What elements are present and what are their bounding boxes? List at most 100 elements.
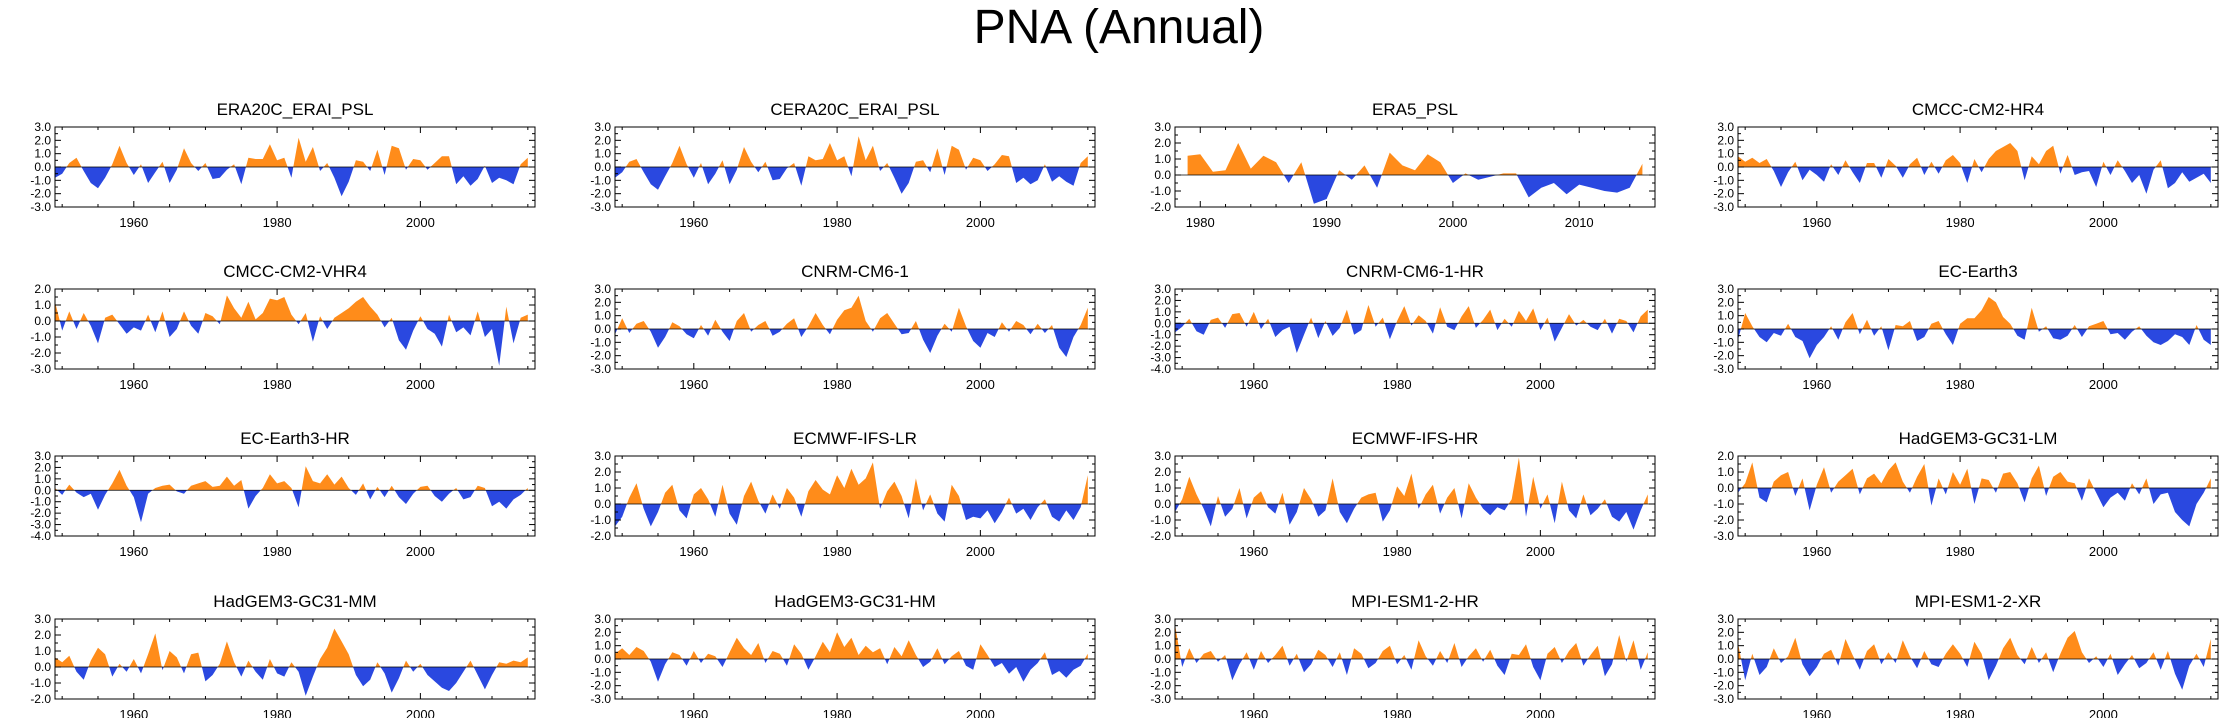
y-tick-label: -3.0 <box>30 362 51 376</box>
panel-12: HadGEM3-GC31-MM 3.0 2.0 1.0 0.0 -1.0 -2.0 1960 1… <box>30 592 536 718</box>
y-tick-label: 2.0 <box>1154 625 1171 639</box>
y-tick-label: -2.0 <box>1150 200 1171 214</box>
y-tick-label: -3.0 <box>1150 692 1171 706</box>
y-tick-label: 3.0 <box>594 282 611 296</box>
y-tick-label: -2.0 <box>590 187 611 201</box>
y-tick-label: -1.0 <box>1150 184 1171 198</box>
positive-anomaly-area <box>1738 462 2211 488</box>
x-tick-label: 2000 <box>2089 544 2118 559</box>
y-tick-label: -1.0 <box>1150 513 1171 527</box>
y-tick-label: 1.0 <box>34 298 51 312</box>
x-tick-label: 1980 <box>263 544 292 559</box>
x-tick-label: 2000 <box>1526 377 1555 392</box>
panel-title: ECMWF-IFS-HR <box>1352 429 1479 448</box>
y-tick-label: -1.0 <box>590 665 611 679</box>
x-tick-label: 1990 <box>1312 215 1341 230</box>
positive-anomaly-area <box>1738 631 2211 659</box>
y-tick-label: 3.0 <box>1154 612 1171 626</box>
y-tick-label: -1.0 <box>30 330 51 344</box>
y-tick-label: 2.0 <box>594 295 611 309</box>
x-tick-label: 1960 <box>1802 707 1831 718</box>
x-tick-label: 2000 <box>2089 377 2118 392</box>
y-tick-label: -2.0 <box>590 349 611 363</box>
y-tick-label: -2.0 <box>1713 513 1734 527</box>
panel-title: CNRM-CM6-1-HR <box>1346 262 1484 281</box>
y-tick-label: -1.0 <box>30 173 51 187</box>
y-tick-label: 1.0 <box>594 481 611 495</box>
y-tick-label: -1.0 <box>30 495 51 509</box>
y-tick-label: 1.0 <box>1154 481 1171 495</box>
panel-title: CERA20C_ERAI_PSL <box>770 100 939 119</box>
negative-anomaly-area <box>1187 175 1643 204</box>
x-tick-label: 2000 <box>2089 215 2118 230</box>
panel-11: HadGEM3-GC31-LM 2.0 1.0 0.0 -1.0 -2.0 -3.0 1960… <box>1713 429 2219 559</box>
y-tick-label: -3.0 <box>590 362 611 376</box>
positive-anomaly-area <box>55 295 528 321</box>
panel-3: CMCC-CM2-HR4 3.02.01.00.0-1.0-2.0-3.0 1960… <box>1713 100 2219 230</box>
x-tick-label: 1980 <box>823 544 852 559</box>
y-tick-label: 3.0 <box>1717 282 1734 296</box>
x-tick-label: 1980 <box>263 377 292 392</box>
y-tick-label: -1.0 <box>1713 335 1734 349</box>
x-tick-label: 1980 <box>1946 544 1975 559</box>
y-tick-label: 3.0 <box>1154 282 1171 296</box>
x-tick-label: 1960 <box>679 544 708 559</box>
y-tick-label: -1.0 <box>590 335 611 349</box>
y-tick-label: 3.0 <box>1717 120 1734 134</box>
panel-title: ECMWF-IFS-LR <box>793 429 917 448</box>
y-tick-label: -3.0 <box>30 518 51 532</box>
negative-anomaly-area <box>1175 659 1648 681</box>
x-tick-label: 1960 <box>1802 215 1831 230</box>
negative-anomaly-area <box>55 667 528 696</box>
x-tick-label: 1980 <box>1946 707 1975 718</box>
x-tick-label: 1980 <box>263 707 292 718</box>
y-tick-label: 1.0 <box>1717 147 1734 161</box>
panel-title: EC-Earth3 <box>1938 262 2017 281</box>
y-tick-label: 3.0 <box>34 449 51 463</box>
x-tick-label: 1980 <box>1946 215 1975 230</box>
x-tick-label: 1980 <box>1383 544 1412 559</box>
x-tick-label: 1960 <box>119 544 148 559</box>
panel-title: ERA5_PSL <box>1372 100 1458 119</box>
y-tick-label: 1.0 <box>594 639 611 653</box>
x-tick-label: 2000 <box>966 707 995 718</box>
y-tick-label: 1.0 <box>1717 309 1734 323</box>
x-tick-label: 1980 <box>1383 707 1412 718</box>
y-tick-label: -3.0 <box>1713 529 1734 543</box>
y-tick-label: -1.0 <box>1713 665 1734 679</box>
panel-title: HadGEM3-GC31-HM <box>774 592 936 611</box>
panel-15: MPI-ESM1-2-XR 3.02.01.00.0-1.0-2.0-3.0 196… <box>1713 592 2219 718</box>
y-tick-label: 3.0 <box>594 449 611 463</box>
y-tick-label: 1.0 <box>34 147 51 161</box>
y-tick-label: -1.0 <box>1150 665 1171 679</box>
y-tick-label: -2.0 <box>30 346 51 360</box>
y-tick-label: -3.0 <box>1713 200 1734 214</box>
y-tick-label: 2.0 <box>1717 625 1734 639</box>
y-tick-label: -1.0 <box>1713 173 1734 187</box>
panel-title: HadGEM3-GC31-LM <box>1899 429 2058 448</box>
y-tick-label: -3.0 <box>1713 692 1734 706</box>
y-tick-label: -4.0 <box>30 529 51 543</box>
y-tick-label: 3.0 <box>1154 120 1171 134</box>
y-tick-label: 2.0 <box>1717 133 1734 147</box>
y-tick-label: 0.0 <box>1717 481 1734 495</box>
panel-title: HadGEM3-GC31-MM <box>213 592 376 611</box>
panel-0: ERA20C_ERAI_PSL 3.02.01.00.0-1.0-2.0-3.0 1… <box>30 100 536 230</box>
negative-anomaly-area <box>55 490 528 523</box>
y-tick-label: 3.0 <box>594 612 611 626</box>
panel-5: CNRM-CM6-1 3.02.01.00.0-1.0-2.0-3.0 1960 19… <box>590 262 1096 392</box>
panel-2: ERA5_PSL 3.0 2.0 1.0 0.0 -1.0 -2.0 1980 1990 2000… <box>1150 100 1656 230</box>
x-tick-label: 1960 <box>119 377 148 392</box>
y-tick-label: 0.0 <box>34 160 51 174</box>
y-tick-label: 3.0 <box>34 612 51 626</box>
y-tick-label: 2.0 <box>34 133 51 147</box>
positive-anomaly-area <box>615 462 1088 504</box>
x-tick-label: 1960 <box>679 707 708 718</box>
y-tick-label: 1.0 <box>34 472 51 486</box>
x-tick-label: 2000 <box>966 377 995 392</box>
y-tick-label: 3.0 <box>1717 612 1734 626</box>
negative-anomaly-area <box>1738 659 2211 690</box>
x-tick-label: 2000 <box>966 215 995 230</box>
negative-anomaly-area <box>1175 323 1648 353</box>
